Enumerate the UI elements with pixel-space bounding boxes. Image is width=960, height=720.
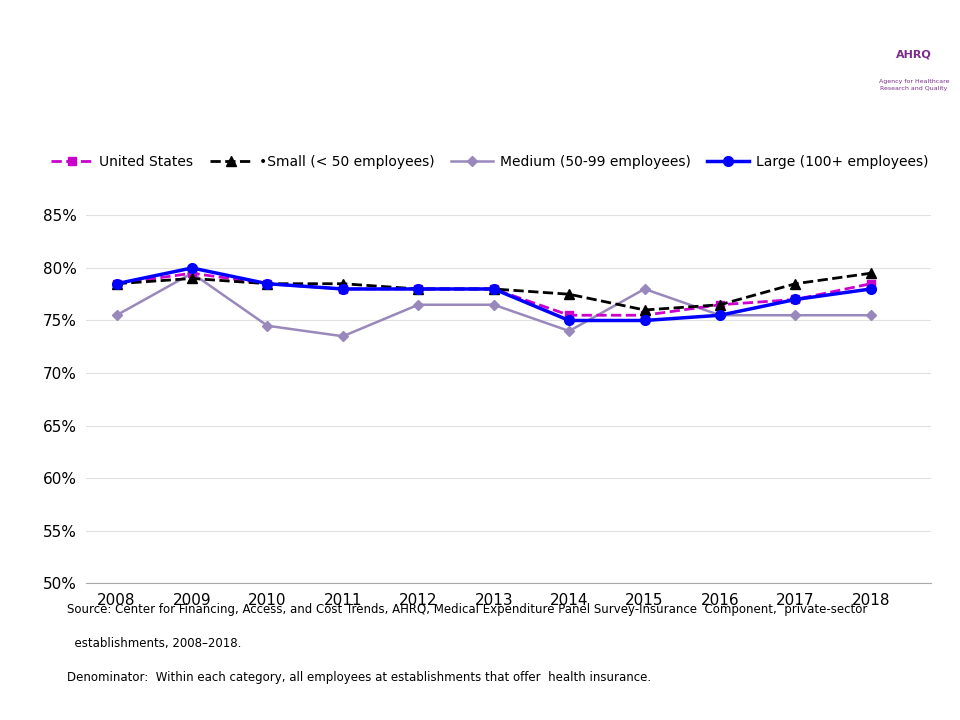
Text: Source: Center for Financing, Access, and Cost Trends, AHRQ, Medical Expenditure: Source: Center for Financing, Access, an… [67, 603, 868, 616]
Text: AHRQ: AHRQ [896, 50, 932, 60]
Text: insurance, overall and by firm  size, 2008–2018: insurance, overall and by firm size, 200… [191, 106, 654, 124]
Text: eligible  for health insurance at establishments that offer health: eligible for health insurance at establi… [105, 65, 740, 83]
Text: establishments, 2008–2018.: establishments, 2008–2018. [67, 637, 242, 650]
Text: Denominator:  Within each category, all employees at establishments that offer  : Denominator: Within each category, all e… [67, 671, 651, 684]
Text: Figure 4. Eligibility  rate: Percentage of private-sector employees: Figure 4. Eligibility rate: Percentage o… [100, 24, 745, 42]
Text: Agency for Healthcare
Research and Quality: Agency for Healthcare Research and Quali… [878, 79, 949, 91]
Circle shape [494, 11, 960, 126]
Legend: United States, •Small (< 50 employees), Medium (50-99 employees), Large (100+ em: United States, •Small (< 50 employees), … [45, 150, 934, 174]
